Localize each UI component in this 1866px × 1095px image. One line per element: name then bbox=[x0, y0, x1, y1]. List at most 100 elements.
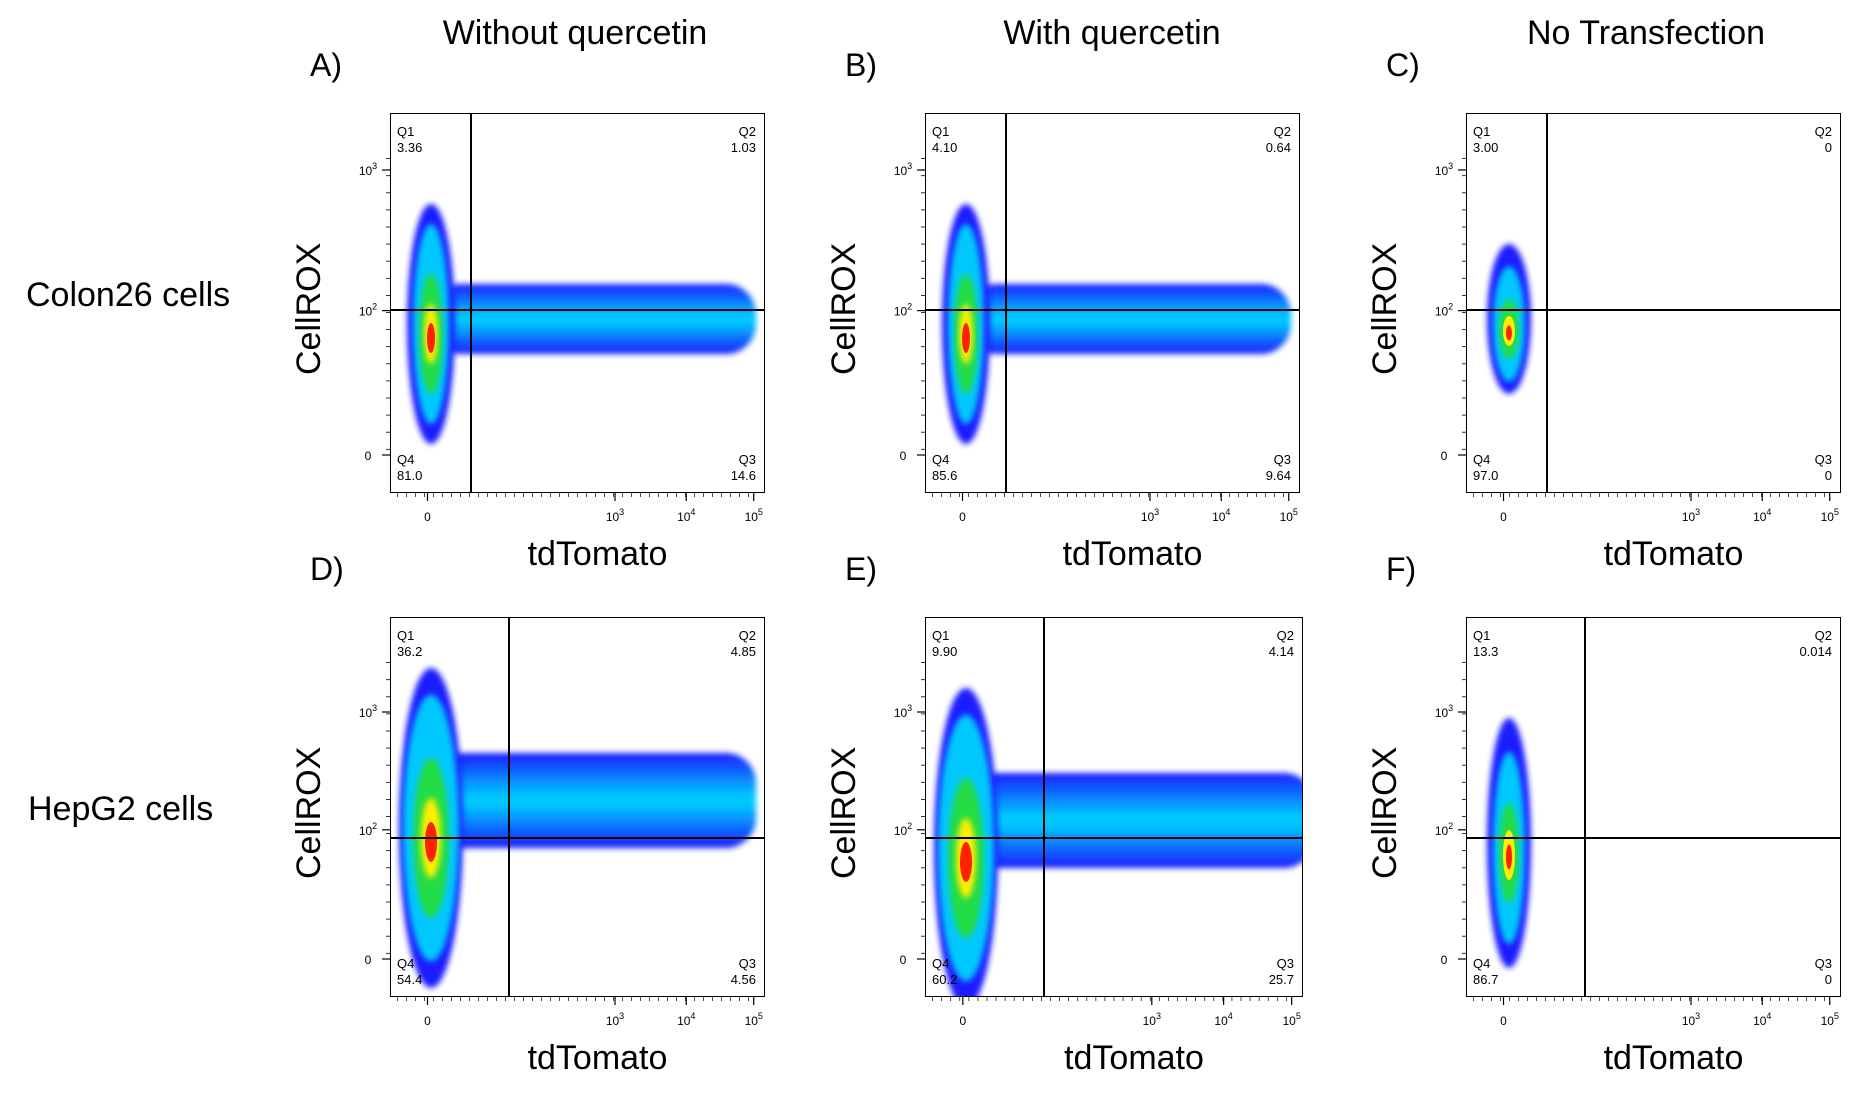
y-tick-label: 103 bbox=[894, 703, 912, 720]
row-header-hepg2: HepG2 cells bbox=[28, 790, 214, 828]
quadrant-name: Q3 bbox=[1814, 452, 1832, 467]
x-tick-label: 105 bbox=[1280, 507, 1298, 524]
main-population-peak bbox=[425, 822, 437, 862]
y-tick-label: 102 bbox=[1435, 821, 1453, 838]
cell-population bbox=[407, 204, 756, 444]
panel-letter: E) bbox=[845, 551, 877, 587]
quadrant-name: Q4 bbox=[397, 452, 415, 467]
x-tick-label: 105 bbox=[1821, 507, 1839, 524]
plot-area: Q1 3.00 Q2 0 Q4 97.0 Q3 0 bbox=[1466, 113, 1841, 493]
column-header-no-transfection: No Transfection bbox=[1526, 14, 1766, 52]
quadrant-percentage: 97.0 bbox=[1473, 468, 1499, 483]
quadrant-percentage: 54.4 bbox=[397, 972, 423, 987]
quadrant-name: Q4 bbox=[397, 956, 415, 971]
row-header-colon26: Colon26 cells bbox=[26, 276, 231, 314]
y-tick-label: 0 bbox=[365, 449, 372, 463]
y-tick-label: 0 bbox=[900, 449, 907, 463]
y-axis-label: CellROX bbox=[825, 746, 863, 879]
quadrant-label-q2: Q2 4.85 bbox=[731, 628, 756, 660]
density-plot bbox=[1467, 114, 1840, 492]
x-axis-label: tdTomato bbox=[1603, 535, 1744, 573]
tdtomato-positive-tail bbox=[966, 284, 1291, 354]
y-axis-label: CellROX bbox=[290, 746, 328, 879]
y-tick-label: 0 bbox=[900, 953, 907, 967]
x-tick-label: 104 bbox=[677, 1011, 695, 1028]
quadrant-percentage: 14.6 bbox=[730, 468, 756, 483]
plot-area: Q1 3.36 Q2 1.03 Q4 81.0 Q3 14.6 bbox=[390, 113, 765, 493]
quadrant-label-q4: Q4 85.6 bbox=[932, 452, 957, 484]
quadrant-name: Q2 bbox=[738, 628, 756, 643]
density-plot bbox=[391, 114, 764, 492]
plot-area: Q1 9.90 Q2 4.14 Q4 60.2 Q3 25.7 bbox=[925, 617, 1303, 997]
quadrant-label-q1: Q1 3.00 bbox=[1473, 124, 1498, 156]
y-tick-label: 103 bbox=[1435, 161, 1453, 178]
axes: 0 102 103 0 103 104 105 bbox=[359, 662, 763, 1028]
quadrant-label-q2: Q2 1.03 bbox=[731, 124, 756, 156]
tdtomato-positive-tail bbox=[431, 284, 756, 354]
quadrant-label-q1: Q1 3.36 bbox=[397, 124, 422, 156]
quadrant-label-q4: Q4 97.0 bbox=[1473, 452, 1498, 484]
quadrant-label-q1: Q1 4.10 bbox=[932, 124, 957, 156]
x-tick-label: 104 bbox=[1753, 507, 1771, 524]
quadrant-percentage: 3.36 bbox=[397, 140, 423, 155]
quadrant-percentage: 60.2 bbox=[932, 972, 958, 987]
panel-letter: C) bbox=[1386, 47, 1420, 83]
quadrant-percentage: 0 bbox=[1824, 140, 1832, 155]
plot-area: Q1 36.2 Q2 4.85 Q4 54.4 Q3 4.56 bbox=[390, 617, 765, 997]
axes: 0 102 103 0 103 104 105 bbox=[894, 158, 1298, 524]
quadrant-name: Q2 bbox=[738, 124, 756, 139]
quadrant-label-q2: Q2 4.14 bbox=[1269, 628, 1294, 660]
quadrant-name: Q4 bbox=[1473, 956, 1491, 971]
y-tick-label: 102 bbox=[894, 302, 912, 319]
x-tick-label: 0 bbox=[1500, 1014, 1507, 1028]
x-tick-label: 105 bbox=[1821, 1011, 1839, 1028]
x-axis-label: tdTomato bbox=[1064, 1039, 1204, 1077]
quadrant-name: Q3 bbox=[1814, 956, 1832, 971]
quadrant-label-q1: Q1 13.3 bbox=[1473, 628, 1498, 660]
y-tick-label: 103 bbox=[359, 161, 377, 178]
main-population-peak bbox=[1506, 325, 1512, 341]
quadrant-name: Q1 bbox=[1473, 628, 1491, 643]
quadrant-percentage: 4.85 bbox=[730, 644, 756, 659]
quadrant-label-q3: Q3 14.6 bbox=[731, 452, 756, 484]
y-tick-label: 103 bbox=[359, 703, 377, 720]
quadrant-label-q2: Q2 0 bbox=[1815, 124, 1832, 156]
panel-letter: A) bbox=[310, 47, 342, 83]
y-tick-label: 102 bbox=[359, 821, 377, 838]
quadrant-percentage: 81.0 bbox=[397, 468, 423, 483]
axes: 0 102 103 0 103 104 105 bbox=[894, 662, 1301, 1028]
x-tick-label: 104 bbox=[677, 507, 695, 524]
quadrant-percentage: 9.90 bbox=[932, 644, 958, 659]
quadrant-name: Q1 bbox=[932, 124, 950, 139]
main-population-peak bbox=[960, 842, 972, 882]
quadrant-label-q3: Q3 0 bbox=[1815, 452, 1832, 484]
quadrant-label-q4: Q4 54.4 bbox=[397, 956, 422, 988]
y-axis-label: CellROX bbox=[1366, 746, 1404, 879]
quadrant-name: Q1 bbox=[397, 124, 415, 139]
quadrant-percentage: 25.7 bbox=[1268, 972, 1294, 987]
x-tick-label: 103 bbox=[1682, 507, 1700, 524]
quadrant-label-q3: Q3 25.7 bbox=[1269, 956, 1294, 988]
quadrant-label-q3: Q3 0 bbox=[1815, 956, 1832, 988]
axes: 0 102 103 0 103 104 105 bbox=[1435, 662, 1839, 1028]
main-population-peak bbox=[427, 323, 435, 353]
quadrant-label-q4: Q4 81.0 bbox=[397, 452, 422, 484]
x-tick-label: 103 bbox=[606, 507, 624, 524]
tdtomato-positive-tail bbox=[966, 773, 1302, 868]
x-axis-label: tdTomato bbox=[1603, 1039, 1744, 1077]
plot-area: Q1 4.10 Q2 0.64 Q4 85.6 Q3 9.64 bbox=[925, 113, 1300, 493]
quadrant-label-q3: Q3 4.56 bbox=[731, 956, 756, 988]
quadrant-name: Q2 bbox=[1273, 124, 1291, 139]
quadrant-percentage: 13.3 bbox=[1473, 644, 1499, 659]
x-tick-label: 104 bbox=[1753, 1011, 1771, 1028]
quadrant-name: Q4 bbox=[932, 956, 950, 971]
column-header-with-quercetin: With quercetin bbox=[1003, 14, 1221, 52]
cell-population bbox=[399, 668, 756, 988]
y-tick-label: 0 bbox=[1441, 449, 1448, 463]
quadrant-percentage: 3.00 bbox=[1473, 140, 1499, 155]
y-tick-label: 103 bbox=[894, 161, 912, 178]
cell-population bbox=[1487, 718, 1531, 968]
quadrant-label-q4: Q4 60.2 bbox=[932, 956, 957, 988]
x-tick-label: 104 bbox=[1214, 1011, 1232, 1028]
x-axis-label: tdTomato bbox=[1062, 535, 1203, 573]
